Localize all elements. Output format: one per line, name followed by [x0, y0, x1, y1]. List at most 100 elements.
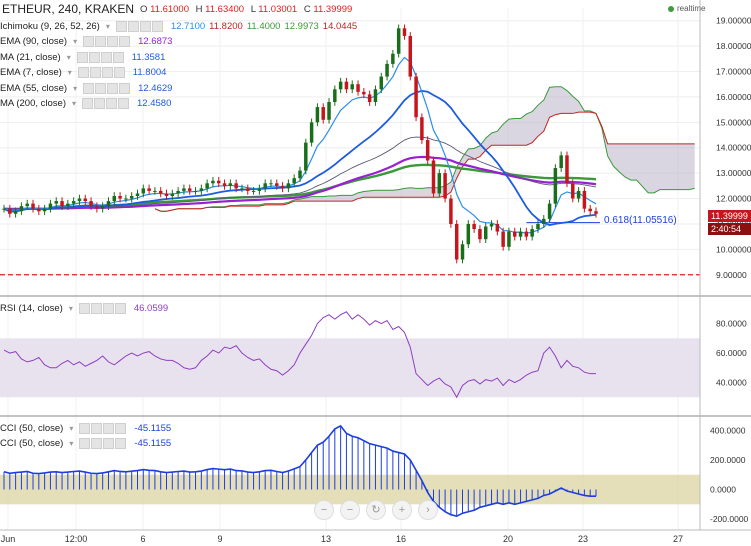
candle — [8, 204, 12, 218]
chevron-down-icon[interactable]: ▾ — [105, 21, 110, 31]
candle-body — [8, 208, 12, 214]
candle — [205, 179, 209, 193]
cci-legend-2[interactable]: CCI (50, close) ▾ -45.1155 — [0, 436, 171, 450]
candle-body — [460, 244, 465, 260]
candle — [460, 240, 465, 264]
candle — [83, 194, 87, 205]
close-icon — [100, 51, 112, 63]
candle-body — [449, 198, 453, 224]
close-icon — [139, 20, 151, 32]
legend-controls[interactable] — [82, 98, 130, 109]
close-icon — [101, 67, 113, 78]
candle-body — [315, 107, 320, 123]
candle-body — [362, 91, 366, 95]
candle-body — [199, 188, 204, 191]
low-value: 11.03001 — [258, 3, 298, 15]
eye-icon — [79, 422, 91, 434]
legend-controls[interactable] — [77, 67, 125, 78]
zoom-out-icon[interactable]: − — [314, 500, 334, 520]
candle-body — [182, 188, 186, 191]
time-tick-label: 9 — [217, 534, 222, 544]
price-tick-label: 13.00000 — [716, 168, 751, 178]
candle — [286, 179, 291, 193]
legend-name: MA (21, close) — [0, 51, 61, 63]
rsi-legend[interactable]: RSI (14, close) ▾ 46.0599 — [0, 301, 168, 315]
candle-body — [222, 183, 227, 186]
legend-row[interactable]: EMA (55, close) ▾ 12.4629 — [0, 81, 172, 95]
candle-body — [483, 226, 488, 240]
scroll-right-icon[interactable]: + — [392, 500, 412, 520]
rsi-line — [3, 311, 596, 399]
price-tick-label: 16.00000 — [716, 92, 751, 102]
gear-icon — [127, 20, 139, 32]
zoom-in-icon[interactable]: − — [340, 500, 360, 520]
candle — [164, 189, 169, 200]
candle-body — [106, 201, 111, 207]
candle — [582, 187, 587, 213]
candle — [13, 207, 18, 218]
cci-legend-1[interactable]: CCI (50, close) ▾ -45.1155 — [0, 421, 171, 435]
candle — [25, 199, 29, 210]
chevron-down-icon[interactable]: ▾ — [73, 37, 78, 46]
reset-icon[interactable]: ↻ — [366, 500, 386, 520]
candle-body — [443, 173, 447, 199]
candle — [536, 220, 540, 233]
rsi-tick-label: 40.0000 — [716, 378, 747, 388]
candle — [170, 189, 175, 200]
candle — [158, 187, 163, 198]
candle-body — [379, 76, 383, 90]
close-icon — [106, 98, 118, 109]
candle-body — [19, 206, 24, 212]
candle-body — [338, 81, 343, 90]
time-tick-label: 23 — [578, 534, 588, 544]
time-tick-label: 13 — [321, 534, 331, 544]
legend-value: 11.8004 — [132, 67, 167, 78]
gear-icon — [94, 98, 106, 109]
candlestick-series — [2, 24, 598, 264]
cloud-fill — [154, 86, 695, 212]
gear-icon — [90, 302, 102, 314]
candle — [327, 98, 331, 124]
rsi-legend-name: RSI (14, close) — [0, 302, 63, 314]
time-tick-label: Jun — [1, 534, 16, 544]
chevron-down-icon[interactable]: ▾ — [72, 99, 77, 108]
legend-row[interactable]: MA (21, close) ▾ 11.3581 — [0, 50, 165, 64]
legend-controls[interactable] — [115, 20, 163, 32]
candle — [228, 179, 233, 190]
legend-value: 14.0445 — [322, 20, 358, 32]
candle-body — [530, 229, 534, 237]
candle-body — [588, 208, 592, 212]
scroll-end-icon[interactable]: › — [418, 500, 438, 520]
legend-row[interactable]: MA (200, close) ▾ 12.4580 — [0, 97, 171, 111]
candle-body — [205, 183, 209, 189]
open-value: 11.61000 — [150, 3, 189, 15]
candle — [141, 184, 146, 198]
symbol-title[interactable]: ETHEUR, 240, KRAKEN — [2, 2, 135, 16]
candle-body — [292, 178, 296, 184]
candle — [106, 197, 111, 210]
candle-body — [176, 190, 180, 194]
candle-body — [135, 193, 140, 196]
legend-controls[interactable] — [76, 51, 124, 63]
legend-row[interactable]: Ichimoku (9, 26, 52, 26) ▾ 12.7100 11.8200 1… — [0, 19, 357, 33]
chevron-down-icon[interactable]: ▾ — [66, 52, 71, 62]
senkou-span-a — [154, 86, 695, 212]
legend-row[interactable]: EMA (90, close) ▾ 12.6873 — [0, 35, 172, 49]
candle — [356, 80, 360, 96]
candle-body — [542, 218, 546, 224]
high-value: 11.63400 — [205, 3, 245, 15]
legend-controls[interactable] — [83, 82, 131, 94]
legend-controls[interactable] — [83, 36, 131, 47]
chevron-down-icon[interactable]: ▾ — [73, 83, 78, 93]
candle — [565, 151, 569, 188]
chevron-down-icon[interactable]: ▾ — [67, 68, 72, 77]
legend-row[interactable]: EMA (7, close) ▾ 11.8004 — [0, 66, 166, 80]
candle — [350, 80, 354, 94]
candle — [234, 179, 238, 193]
candle-body — [571, 183, 575, 199]
candle — [269, 179, 273, 188]
candle-body — [507, 231, 511, 247]
candle — [135, 189, 140, 200]
candle — [396, 24, 401, 58]
